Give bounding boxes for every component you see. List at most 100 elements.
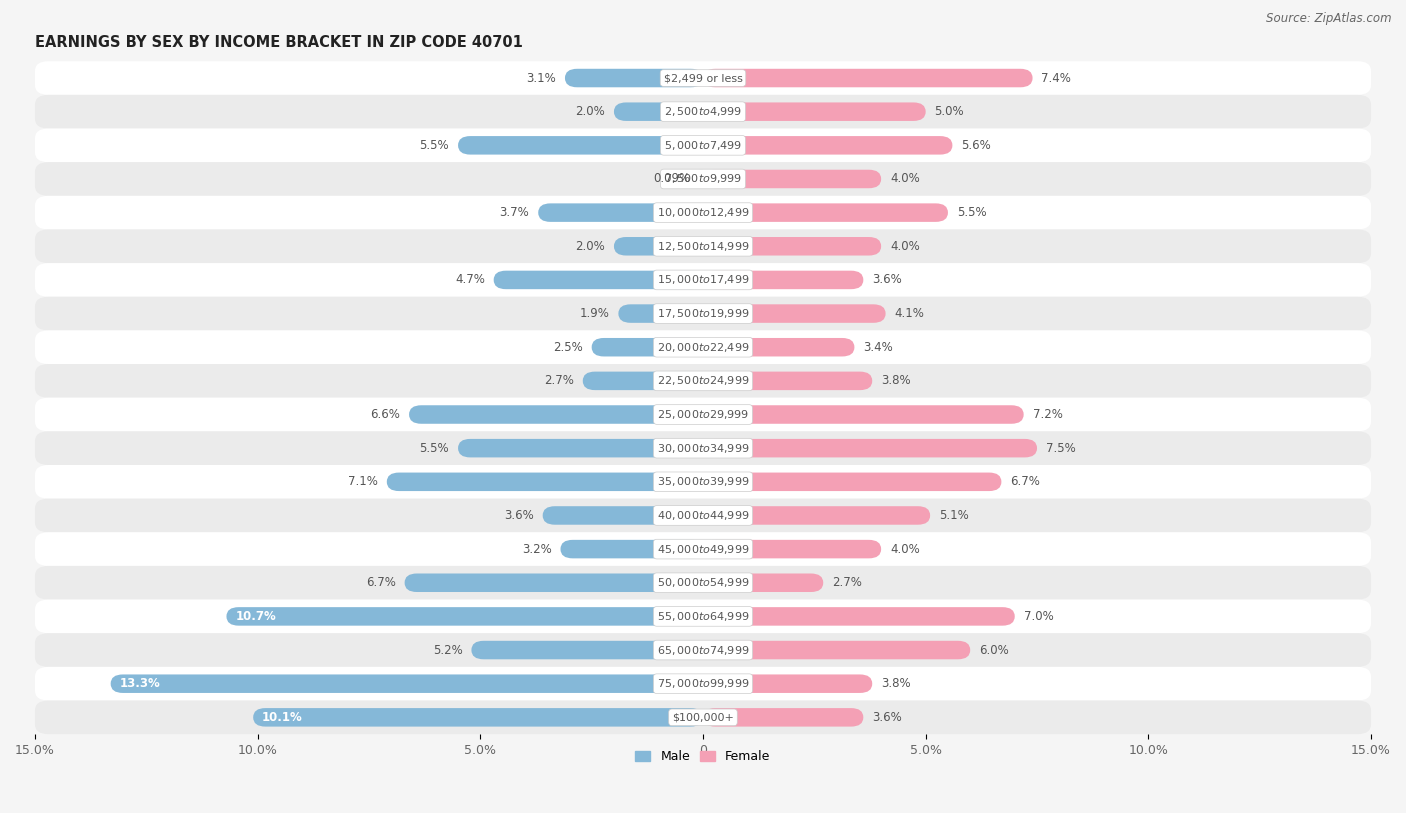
Text: 5.0%: 5.0%	[935, 105, 965, 118]
FancyBboxPatch shape	[703, 607, 1015, 626]
FancyBboxPatch shape	[619, 304, 703, 323]
Text: 3.8%: 3.8%	[882, 677, 911, 690]
Text: 7.4%: 7.4%	[1042, 72, 1071, 85]
FancyBboxPatch shape	[35, 364, 1371, 398]
Text: 3.6%: 3.6%	[503, 509, 534, 522]
Text: $50,000 to $54,999: $50,000 to $54,999	[657, 576, 749, 589]
FancyBboxPatch shape	[699, 170, 703, 189]
Text: 6.0%: 6.0%	[979, 644, 1010, 657]
FancyBboxPatch shape	[35, 61, 1371, 95]
Text: 4.1%: 4.1%	[894, 307, 924, 320]
Text: $45,000 to $49,999: $45,000 to $49,999	[657, 542, 749, 555]
Text: 7.5%: 7.5%	[1046, 441, 1076, 454]
Text: $40,000 to $44,999: $40,000 to $44,999	[657, 509, 749, 522]
FancyBboxPatch shape	[703, 540, 882, 559]
FancyBboxPatch shape	[703, 439, 1038, 458]
FancyBboxPatch shape	[35, 229, 1371, 263]
FancyBboxPatch shape	[703, 372, 872, 390]
FancyBboxPatch shape	[35, 533, 1371, 566]
Text: 3.6%: 3.6%	[872, 273, 903, 286]
FancyBboxPatch shape	[703, 338, 855, 356]
Text: 2.0%: 2.0%	[575, 105, 605, 118]
Text: 3.2%: 3.2%	[522, 542, 551, 555]
Text: $2,500 to $4,999: $2,500 to $4,999	[664, 105, 742, 118]
Text: 5.5%: 5.5%	[419, 441, 449, 454]
Text: $7,500 to $9,999: $7,500 to $9,999	[664, 172, 742, 185]
FancyBboxPatch shape	[561, 540, 703, 559]
FancyBboxPatch shape	[35, 398, 1371, 432]
Text: $10,000 to $12,499: $10,000 to $12,499	[657, 207, 749, 220]
FancyBboxPatch shape	[35, 330, 1371, 364]
FancyBboxPatch shape	[35, 162, 1371, 196]
FancyBboxPatch shape	[703, 708, 863, 727]
FancyBboxPatch shape	[582, 372, 703, 390]
Text: 1.9%: 1.9%	[579, 307, 609, 320]
FancyBboxPatch shape	[703, 170, 882, 189]
Text: 4.0%: 4.0%	[890, 542, 920, 555]
FancyBboxPatch shape	[703, 573, 824, 592]
FancyBboxPatch shape	[565, 69, 703, 87]
FancyBboxPatch shape	[592, 338, 703, 356]
FancyBboxPatch shape	[35, 95, 1371, 128]
FancyBboxPatch shape	[703, 271, 863, 289]
FancyBboxPatch shape	[35, 128, 1371, 162]
Text: $12,500 to $14,999: $12,500 to $14,999	[657, 240, 749, 253]
FancyBboxPatch shape	[35, 297, 1371, 330]
Text: $17,500 to $19,999: $17,500 to $19,999	[657, 307, 749, 320]
FancyBboxPatch shape	[703, 675, 872, 693]
Text: $65,000 to $74,999: $65,000 to $74,999	[657, 644, 749, 657]
Text: 13.3%: 13.3%	[120, 677, 160, 690]
Text: $55,000 to $64,999: $55,000 to $64,999	[657, 610, 749, 623]
FancyBboxPatch shape	[494, 271, 703, 289]
Text: $20,000 to $22,499: $20,000 to $22,499	[657, 341, 749, 354]
FancyBboxPatch shape	[614, 102, 703, 121]
FancyBboxPatch shape	[35, 599, 1371, 633]
FancyBboxPatch shape	[471, 641, 703, 659]
FancyBboxPatch shape	[35, 263, 1371, 297]
Text: 3.6%: 3.6%	[872, 711, 903, 724]
FancyBboxPatch shape	[405, 573, 703, 592]
Text: 10.7%: 10.7%	[235, 610, 276, 623]
Text: $2,499 or less: $2,499 or less	[664, 73, 742, 83]
FancyBboxPatch shape	[111, 675, 703, 693]
FancyBboxPatch shape	[35, 432, 1371, 465]
FancyBboxPatch shape	[35, 498, 1371, 533]
FancyBboxPatch shape	[543, 506, 703, 524]
Text: 2.5%: 2.5%	[553, 341, 582, 354]
Text: $5,000 to $7,499: $5,000 to $7,499	[664, 139, 742, 152]
Text: 5.5%: 5.5%	[419, 139, 449, 152]
Text: 6.6%: 6.6%	[370, 408, 401, 421]
Text: $22,500 to $24,999: $22,500 to $24,999	[657, 374, 749, 387]
FancyBboxPatch shape	[35, 196, 1371, 229]
FancyBboxPatch shape	[35, 701, 1371, 734]
FancyBboxPatch shape	[703, 405, 1024, 424]
Text: 6.7%: 6.7%	[366, 576, 395, 589]
FancyBboxPatch shape	[458, 439, 703, 458]
FancyBboxPatch shape	[703, 136, 952, 154]
Text: 10.1%: 10.1%	[262, 711, 302, 724]
FancyBboxPatch shape	[703, 203, 948, 222]
Text: 7.0%: 7.0%	[1024, 610, 1053, 623]
Text: 4.0%: 4.0%	[890, 240, 920, 253]
Text: Source: ZipAtlas.com: Source: ZipAtlas.com	[1267, 12, 1392, 25]
Text: 5.5%: 5.5%	[957, 207, 987, 220]
Text: 3.7%: 3.7%	[499, 207, 529, 220]
FancyBboxPatch shape	[226, 607, 703, 626]
Text: 7.2%: 7.2%	[1032, 408, 1063, 421]
FancyBboxPatch shape	[703, 506, 931, 524]
Text: 2.7%: 2.7%	[832, 576, 862, 589]
FancyBboxPatch shape	[35, 667, 1371, 701]
Text: $100,000+: $100,000+	[672, 712, 734, 722]
FancyBboxPatch shape	[703, 472, 1001, 491]
FancyBboxPatch shape	[458, 136, 703, 154]
Text: 6.7%: 6.7%	[1011, 476, 1040, 489]
Legend: Male, Female: Male, Female	[630, 746, 776, 768]
Text: $35,000 to $39,999: $35,000 to $39,999	[657, 476, 749, 489]
Text: 3.4%: 3.4%	[863, 341, 893, 354]
FancyBboxPatch shape	[703, 69, 1032, 87]
FancyBboxPatch shape	[538, 203, 703, 222]
Text: 2.0%: 2.0%	[575, 240, 605, 253]
Text: EARNINGS BY SEX BY INCOME BRACKET IN ZIP CODE 40701: EARNINGS BY SEX BY INCOME BRACKET IN ZIP…	[35, 35, 523, 50]
FancyBboxPatch shape	[35, 465, 1371, 498]
Text: $75,000 to $99,999: $75,000 to $99,999	[657, 677, 749, 690]
